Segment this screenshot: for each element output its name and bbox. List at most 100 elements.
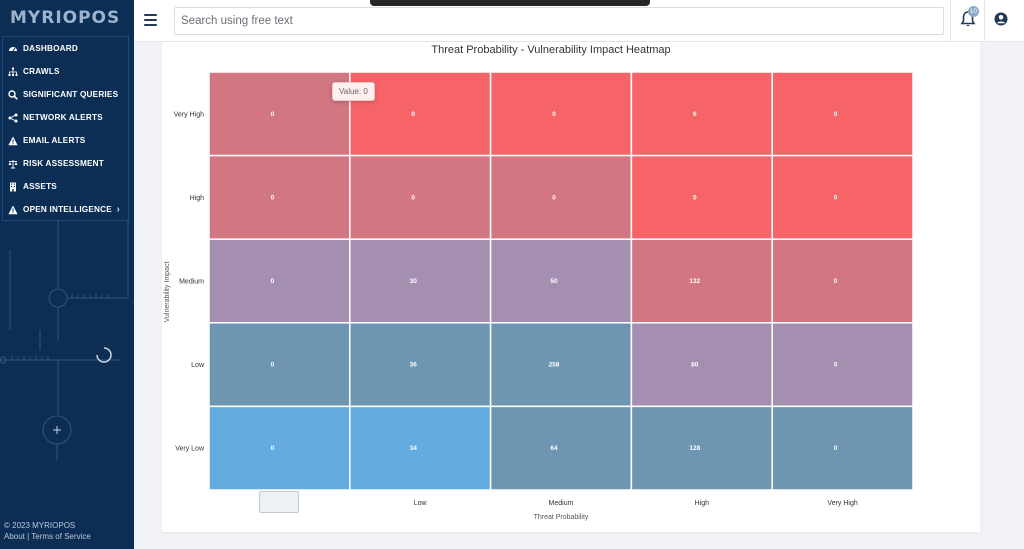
heatmap-cell[interactable] [489,322,633,408]
warning-icon [7,135,19,147]
heatmap-cell[interactable] [349,154,492,240]
heatmap-cell[interactable] [208,238,351,324]
y-tick-label: Medium [179,279,204,286]
heatmap-cell-value: 0 [693,194,697,201]
x-tick-label: Very High [827,500,857,507]
share-icon [7,112,19,124]
heatmap-cell[interactable] [349,238,492,324]
copyright-text: © 2023 MYRIOPOS [4,521,76,530]
hamburger-menu-icon[interactable] [144,14,157,26]
about-link[interactable]: About [4,532,25,541]
y-tick-label: High [190,195,205,202]
x-axis-label: Threat Probability [534,514,589,521]
search-input[interactable] [174,7,944,35]
heatmap-cell-value: 64 [550,445,558,452]
heatmap-cell-value: 0 [411,111,415,118]
heatmap-tooltip: Value: 0 [332,82,375,101]
sidebar: MYRIOPOS DASHBOARD CRAWLS SIGNIFICANT QU… [0,0,134,549]
user-account-icon[interactable] [994,12,1008,26]
sidebar-item-label: SIGNIFICANT QUERIES [23,90,119,99]
heatmap-cell-value: 0 [271,362,275,369]
topbar-divider [984,0,985,42]
heatmap-cell-value: 0 [834,111,838,118]
heatmap-cell[interactable] [630,238,773,324]
heatmap-cell-value: 0 [411,194,415,201]
sidebar-menu: DASHBOARD CRAWLS SIGNIFICANT QUERIES NET… [2,36,129,221]
terms-of-service-link[interactable]: Terms of Service [31,532,91,541]
sidebar-item-label: OPEN INTELLIGENCE [23,205,112,214]
circuit-decoration [0,220,129,460]
heatmap-cell-value: 0 [834,194,838,201]
heatmap-cell[interactable] [771,405,914,491]
highlighted-x-tick [259,491,299,513]
heatmap-cell[interactable] [349,405,492,491]
heatmap-cell-value: 0 [271,445,275,452]
chevron-right-icon: › [116,204,120,215]
heatmap-chart: Threat Probability - Vulnerability Impac… [164,44,914,521]
building-icon [7,181,19,193]
notification-badge: 10 [968,6,979,17]
chart-title: Threat Probability - Vulnerability Impac… [431,44,670,56]
heatmap-cell-value: 132 [689,278,700,285]
y-tick-label: Very Low [175,446,205,453]
heatmap-cell[interactable] [489,154,633,240]
topbar-divider [950,0,951,42]
heatmap-cell[interactable] [630,322,773,408]
heatmap-cell[interactable] [771,322,914,408]
heatmap-cell[interactable] [771,238,914,324]
y-tick-label: Low [191,362,205,369]
sidebar-item-risk-assessment[interactable]: RISK ASSESSMENT [3,152,128,175]
heatmap-cell-value: 6 [693,111,697,118]
sidebar-item-email-alerts[interactable]: EMAIL ALERTS [3,129,128,152]
sidebar-item-label: CRAWLS [23,67,60,76]
heatmap-cell-value: 0 [834,362,838,369]
heatmap-cell-value: 50 [550,278,558,285]
heatmap-cell-value: 0 [271,194,275,201]
x-tick-label: High [695,500,710,507]
heatmap-cell[interactable] [349,322,492,408]
heatmap-cell[interactable] [208,71,351,157]
heatmap-cell[interactable] [489,405,633,491]
heatmap-cell[interactable] [208,322,351,408]
heatmap-cell[interactable] [489,71,633,157]
sidebar-item-label: NETWORK ALERTS [23,113,103,122]
heatmap-cell[interactable] [630,405,773,491]
sidebar-footer: © 2023 MYRIOPOS About | Terms of Service [4,520,91,542]
sidebar-item-label: RISK ASSESSMENT [23,159,104,168]
heatmap-cell-value: 30 [410,278,418,285]
sidebar-item-crawls[interactable]: CRAWLS [3,60,128,83]
sidebar-item-label: DASHBOARD [23,44,79,53]
topbar: 10 [134,0,1024,42]
x-tick-label: Low [414,500,428,507]
heatmap-cell[interactable] [771,71,914,157]
sidebar-item-dashboard[interactable]: DASHBOARD [3,37,128,60]
heatmap-cell[interactable] [208,154,351,240]
heatmap-cell-value: 0 [552,194,556,201]
heatmap-cell[interactable] [771,154,914,240]
heatmap-cell[interactable] [208,405,351,491]
heatmap-cell-value: 128 [689,445,700,452]
app-logo[interactable]: MYRIOPOS [10,8,121,28]
heatmap-cell[interactable] [489,238,633,324]
warning-icon [7,204,19,216]
heatmap-cell-value: 0 [834,445,838,452]
heatmap-cell-value: 258 [549,362,560,369]
sidebar-item-label: EMAIL ALERTS [23,136,86,145]
heatmap-cell-value: 0 [271,278,275,285]
window-top-strip [370,0,650,6]
sidebar-item-assets[interactable]: ASSETS [3,175,128,198]
dashboard-gauge-icon [7,43,19,55]
sidebar-item-open-intelligence[interactable]: OPEN INTELLIGENCE › [3,198,128,221]
heatmap-cell[interactable] [630,71,773,157]
heatmap-cell-value: 0 [271,111,275,118]
heatmap-cell-value: 34 [410,445,418,452]
heatmap-cell[interactable] [630,154,773,240]
sidebar-item-label: ASSETS [23,182,57,191]
y-tick-label: Very High [174,111,204,118]
sidebar-item-network-alerts[interactable]: NETWORK ALERTS [3,106,128,129]
search-icon [7,89,19,101]
sidebar-item-significant-queries[interactable]: SIGNIFICANT QUERIES [3,83,128,106]
heatmap-card: Threat Probability - Vulnerability Impac… [162,42,980,532]
balance-scale-icon [7,158,19,170]
heatmap-cell-value: 0 [834,278,838,285]
